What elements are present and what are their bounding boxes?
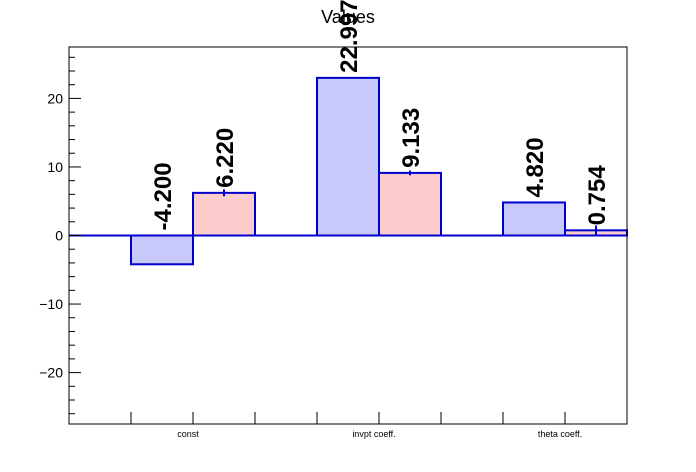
data-label: 0.754 [584, 165, 611, 226]
x-tick-label: const [177, 429, 199, 439]
data-label: -4.200 [150, 162, 177, 230]
y-tick-label: −10 [39, 296, 63, 312]
bar [192, 191, 256, 237]
x-tick-label: theta coeff. [538, 429, 582, 439]
y-tick-label: 10 [47, 159, 63, 175]
bar [130, 234, 194, 266]
y-tick-label: 0 [55, 228, 63, 244]
y-tick-label: −20 [39, 365, 63, 381]
data-label: 4.820 [522, 137, 549, 197]
y-tick-label: 20 [47, 90, 63, 106]
data-label: 9.133 [398, 108, 425, 168]
bar [378, 171, 442, 237]
data-label: 22.997 [336, 0, 363, 73]
x-tick-label: invpt coeff. [352, 429, 395, 439]
chart-title: Values [321, 7, 375, 27]
bar [502, 201, 566, 237]
bar [316, 76, 380, 237]
data-label: 6.220 [212, 128, 239, 188]
